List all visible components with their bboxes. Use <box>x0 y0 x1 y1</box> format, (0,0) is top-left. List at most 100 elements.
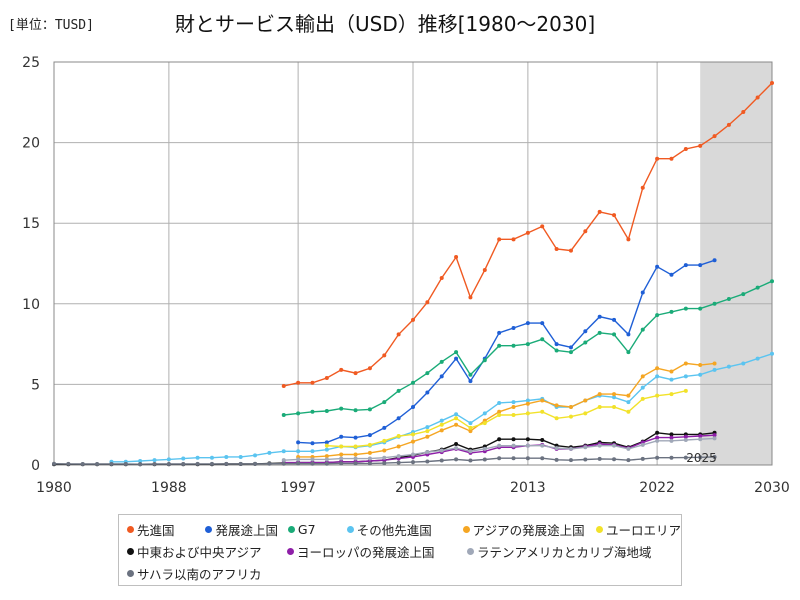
y-tick-label: 10 <box>22 297 40 313</box>
data-point <box>712 433 717 438</box>
data-point <box>626 409 631 414</box>
data-point <box>439 422 444 427</box>
forecast-shade <box>700 62 772 465</box>
data-point <box>626 393 631 398</box>
y-tick-label: 0 <box>31 458 40 474</box>
data-point <box>468 295 473 300</box>
data-point <box>497 409 502 414</box>
data-point <box>640 327 645 332</box>
data-point <box>411 317 415 322</box>
data-point <box>367 461 372 466</box>
data-point <box>396 454 401 459</box>
data-point <box>655 393 660 398</box>
data-point <box>339 406 344 411</box>
data-point <box>640 185 645 190</box>
legend-item: ユーロエリア <box>596 520 681 539</box>
data-point <box>296 461 301 466</box>
data-point <box>425 390 430 395</box>
data-point <box>568 446 573 451</box>
data-point <box>712 134 717 139</box>
data-point <box>482 421 487 426</box>
data-point <box>741 361 746 366</box>
data-point <box>655 438 660 443</box>
data-point <box>770 279 774 284</box>
chart-title: 財とサービス輸出（USD）推移[1980～2030] <box>175 12 596 36</box>
x-tick-label: 2013 <box>510 480 546 496</box>
data-point <box>683 434 688 439</box>
data-point <box>411 439 415 444</box>
data-point <box>626 400 631 405</box>
data-point <box>669 432 674 437</box>
data-point <box>712 258 717 263</box>
data-point <box>324 408 329 413</box>
data-point <box>454 457 459 462</box>
data-point <box>324 454 329 459</box>
data-point <box>454 350 459 355</box>
data-point <box>497 413 502 418</box>
data-point <box>597 404 602 409</box>
data-point <box>353 461 358 466</box>
data-point <box>511 404 516 409</box>
data-point <box>52 461 56 466</box>
data-point <box>324 447 329 452</box>
data-point <box>770 80 774 85</box>
data-point <box>525 342 530 347</box>
data-point <box>655 455 660 460</box>
data-point <box>525 321 530 326</box>
data-point <box>726 364 731 369</box>
data-point <box>166 462 171 467</box>
data-point <box>525 230 530 235</box>
data-point <box>339 461 344 466</box>
data-point <box>640 442 645 447</box>
data-point <box>597 456 602 461</box>
data-point <box>683 388 688 393</box>
data-point <box>152 462 157 467</box>
data-point <box>683 438 688 443</box>
data-point <box>669 272 674 277</box>
data-point <box>655 374 660 379</box>
data-point <box>655 264 660 269</box>
data-point <box>454 255 459 260</box>
data-point <box>324 375 329 380</box>
data-point <box>568 345 573 350</box>
data-point <box>454 412 459 417</box>
data-point <box>597 314 602 319</box>
data-point <box>726 122 731 127</box>
data-point <box>741 109 746 114</box>
data-point <box>482 446 487 451</box>
data-point <box>138 462 143 467</box>
gridlines <box>53 61 773 466</box>
data-point <box>324 440 329 445</box>
data-point <box>281 461 286 466</box>
data-point <box>411 404 415 409</box>
x-tick-label: 1980 <box>36 480 72 496</box>
data-point <box>698 437 703 442</box>
data-point <box>425 300 430 305</box>
data-point <box>367 407 372 412</box>
data-point <box>382 353 387 358</box>
data-point <box>540 398 545 403</box>
data-point <box>554 348 559 353</box>
data-point <box>554 446 559 451</box>
data-point <box>367 450 372 455</box>
legend-marker <box>127 569 134 577</box>
data-point <box>296 457 301 462</box>
data-point <box>669 309 674 314</box>
data-point <box>296 411 301 416</box>
data-point <box>655 313 660 318</box>
series-1 <box>296 258 717 446</box>
data-point <box>367 366 372 371</box>
data-point <box>511 443 516 448</box>
data-point <box>525 456 530 461</box>
x-tick-label: 2005 <box>395 480 431 496</box>
data-point <box>540 337 545 342</box>
data-point <box>425 450 430 455</box>
data-point <box>583 398 588 403</box>
legend-label: ラテンアメリカとカリブ海地域 <box>477 544 652 560</box>
legend-item: アジアの発展途上国 <box>462 520 596 539</box>
data-point <box>324 457 329 462</box>
data-point <box>497 437 502 442</box>
data-point <box>540 224 545 229</box>
legend-item: 発展途上国 <box>205 520 287 539</box>
